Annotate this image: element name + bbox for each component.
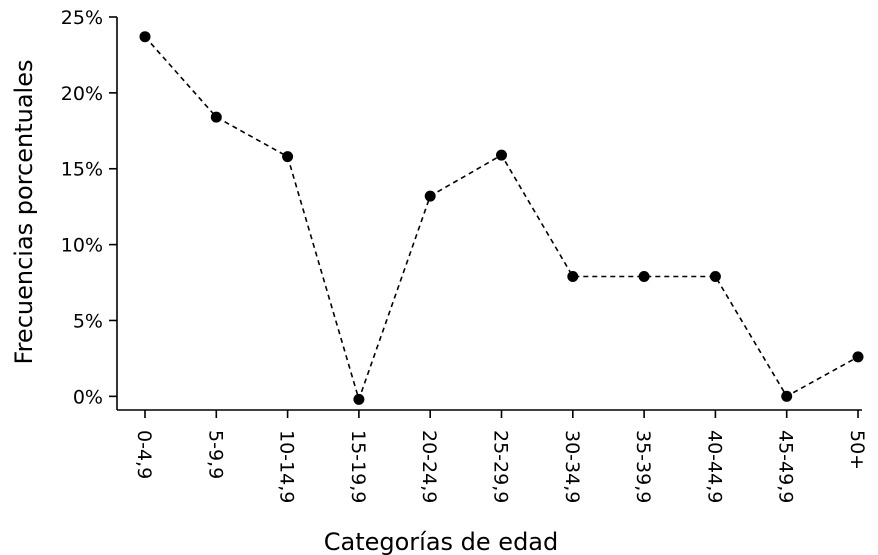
series-markers [139, 31, 864, 405]
data-point [567, 271, 579, 282]
x-tick-label: 45-49,9 [775, 430, 797, 503]
x-tick-label: 25-29,9 [490, 430, 512, 503]
x-tick-label: 5-9,9 [204, 430, 226, 479]
y-tick-label: 10% [61, 235, 103, 257]
x-tick-label: 35-39,9 [632, 430, 654, 503]
y-tick-label: 20% [61, 83, 103, 105]
axes [116, 17, 862, 411]
x-tick-label: 10-14,9 [276, 430, 298, 503]
data-point [353, 393, 365, 405]
data-point [210, 111, 222, 123]
y-tick-label: 0% [73, 386, 103, 408]
y-ticks: 0% 5% 10% 15% 20% 25% [61, 7, 117, 408]
x-tick-label: 30-34,9 [561, 430, 583, 503]
y-tick-label: 5% [73, 310, 103, 332]
data-point [282, 151, 294, 163]
data-point [781, 390, 793, 402]
x-tick-label: 40-44,9 [703, 430, 725, 503]
x-axis-title: Categorías de edad [324, 528, 559, 555]
x-tick-label: 0-4,9 [133, 430, 155, 479]
data-point [852, 351, 864, 363]
data-point [638, 271, 650, 282]
y-tick-label: 15% [61, 159, 103, 181]
x-tick-label: 15-19,9 [347, 430, 369, 503]
data-point [424, 190, 436, 202]
x-ticks: 0-4,9 5-9,9 10-14,9 15-19,9 20-24,9 25-29,9 30… [133, 410, 868, 503]
y-axis-title: Frecuencias porcentuales [10, 60, 38, 365]
y-tick-label: 25% [61, 7, 103, 29]
series-line [144, 36, 859, 403]
data-point [496, 149, 507, 161]
x-tick-label: 50+ [846, 430, 868, 470]
data-point [139, 31, 151, 43]
x-tick-label: 20-24,9 [418, 430, 440, 503]
data-point [709, 271, 721, 282]
